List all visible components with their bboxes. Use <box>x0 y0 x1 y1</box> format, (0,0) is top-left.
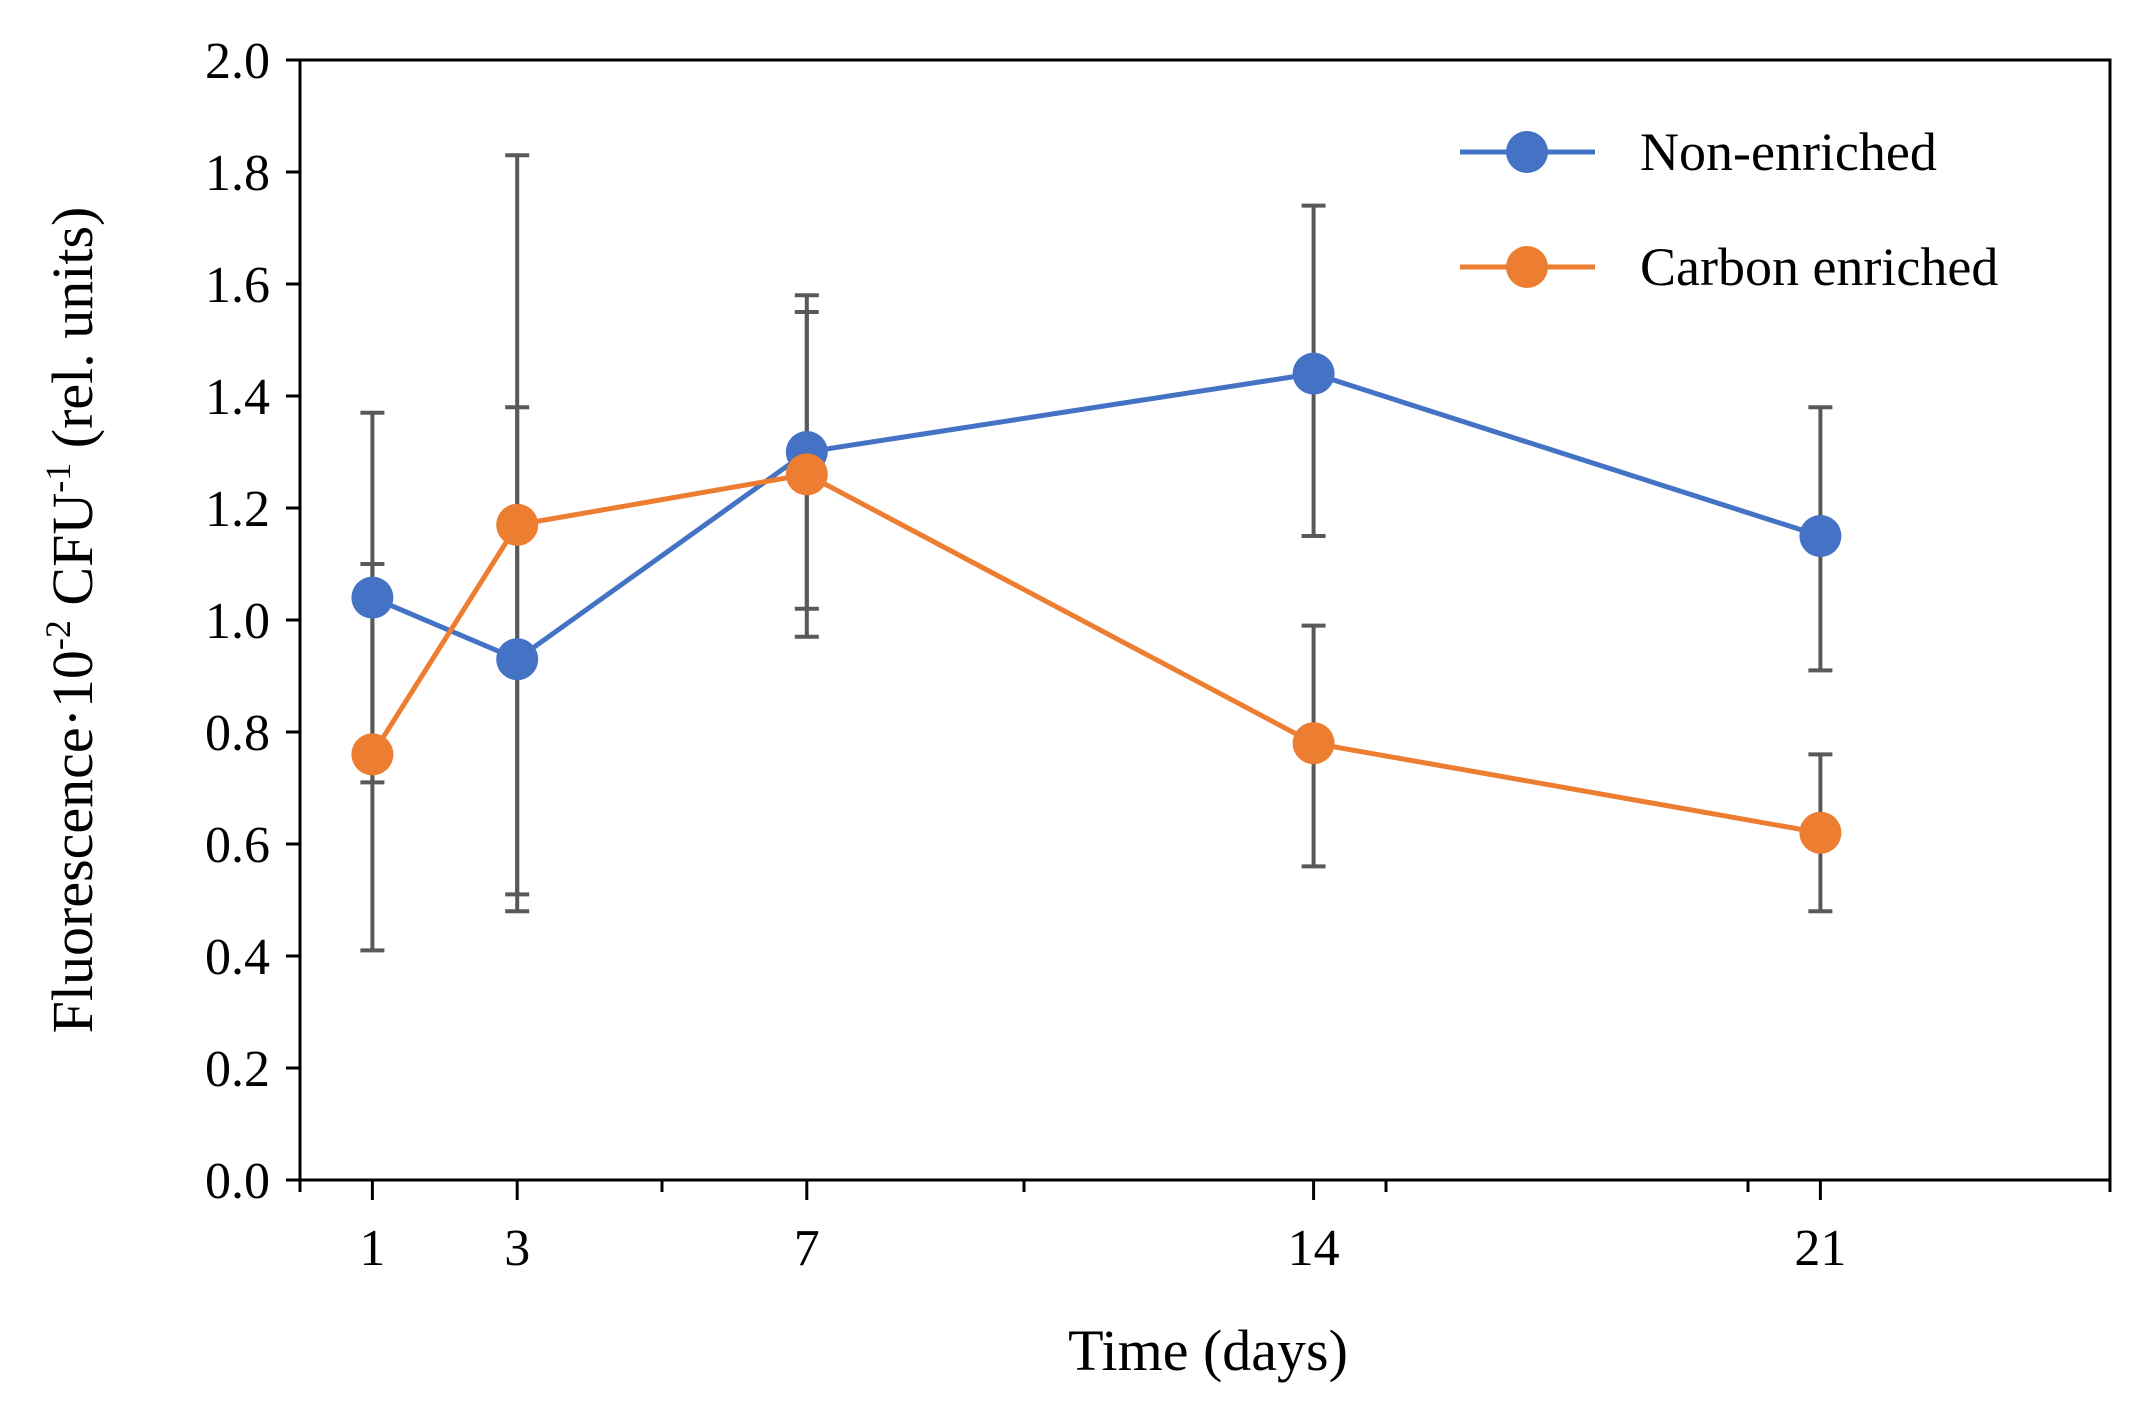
y-tick-label: 0.0 <box>205 1153 270 1210</box>
y-tick-label: 1.2 <box>205 481 270 538</box>
legend-label: Non-enriched <box>1640 122 1937 182</box>
data-point <box>785 453 828 496</box>
x-axis: 1 3 7 14 21 <box>298 1180 2112 1277</box>
legend-label: Carbon enriched <box>1640 237 1998 297</box>
y-tick-label: 0.2 <box>205 1041 270 1098</box>
legend-marker <box>1506 131 1548 173</box>
x-tick-label: 14 <box>1288 1220 1340 1277</box>
x-tick-label: 3 <box>504 1220 530 1277</box>
y-tick-label: 1.8 <box>205 145 270 202</box>
y-tick-label: 0.6 <box>205 817 270 874</box>
x-tick-label: 21 <box>1794 1220 1846 1277</box>
legend-marker <box>1506 246 1548 288</box>
error-bars <box>360 153 1833 953</box>
y-axis-title: Fluorescence·10-2 CFU-1 (rel. units) <box>38 207 105 1034</box>
y-tick-label: 2.0 <box>205 33 270 90</box>
y-tick-label: 1.0 <box>205 593 270 650</box>
x-tick-label: 7 <box>794 1220 820 1277</box>
y-tick-label: 0.4 <box>205 929 270 986</box>
data-point <box>1292 352 1335 395</box>
x-tick-label: 1 <box>359 1220 385 1277</box>
data-point <box>496 503 539 546</box>
series-lines <box>370 371 1822 836</box>
data-point <box>1799 515 1842 557</box>
data-point <box>351 576 394 619</box>
data-point <box>351 733 394 776</box>
data-point <box>1799 811 1842 854</box>
series-line <box>370 471 1821 836</box>
y-tick-label: 1.6 <box>205 257 270 314</box>
data-point <box>496 638 539 681</box>
y-tick-label: 1.4 <box>205 369 270 426</box>
x-axis-title: Time (days) <box>1068 1318 1348 1383</box>
y-tick-label: 0.8 <box>205 705 270 762</box>
y-axis: 0.0 0.2 0.4 0.6 0.8 1.0 1.2 1.4 1.6 1.8 2.0 <box>205 33 300 1210</box>
data-point <box>1292 722 1335 765</box>
legend: Non-enriched Carbon enriched <box>1460 122 1998 297</box>
series-line <box>371 371 1822 663</box>
series-points <box>351 352 1842 854</box>
